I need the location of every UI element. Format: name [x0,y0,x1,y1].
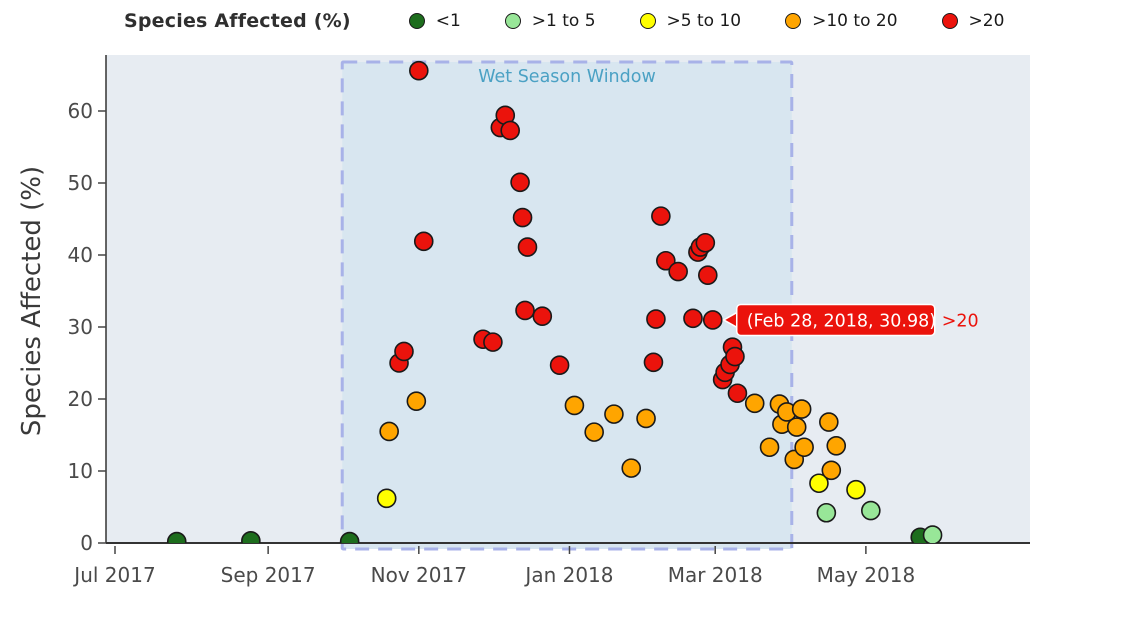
y-tick-label: 60 [68,99,93,123]
scatter-point[interactable] [668,261,688,282]
x-tick-label: May 2018 [817,563,916,587]
scatter-point[interactable] [517,237,538,257]
scatter-point[interactable] [697,265,718,285]
legend-swatch-icon [639,13,656,29]
scatter-point[interactable] [646,309,666,329]
legend-item-label: >20 [968,11,1005,31]
scatter-point[interactable] [744,393,765,414]
tooltip-text: (Feb 28, 2018, 30.98) [747,311,936,331]
y-tick-label: 0 [80,531,93,555]
y-tick-label: 50 [68,171,93,195]
scatter-point[interactable] [512,207,533,228]
legend-swatch-icon [504,13,521,29]
scatter-point[interactable] [515,300,535,321]
y-axis-title: Species Affected (%) [17,165,47,437]
scatter-point[interactable] [651,206,671,226]
scatter-point[interactable] [241,531,261,550]
scatter-point[interactable] [725,346,745,367]
scatter-point[interactable] [922,525,943,544]
scatter-point[interactable] [549,355,570,375]
x-tick-label: Mar 2018 [668,563,763,587]
scatter-point[interactable] [821,460,842,481]
y-tick-label: 30 [68,315,93,339]
legend-items: <1 >1 to 5 >5 to 10 >10 to 20 >20 [408,11,1005,31]
scatter-point[interactable] [656,250,676,271]
legend-swatch-icon [785,13,802,29]
scatter-point[interactable] [413,231,434,252]
scatter-point[interactable] [809,473,829,494]
scatter-point[interactable] [819,412,839,432]
scatter-point[interactable] [702,310,723,330]
scatter-point[interactable] [794,437,814,458]
legend: Species Affected (%) <1 >1 to 5 >5 to 10 >1… [124,6,1004,36]
tooltip-box [735,303,936,337]
scatter-point[interactable] [406,391,427,411]
scatter-point[interactable] [621,458,642,478]
legend-item[interactable]: >10 to 20 [785,11,898,31]
tooltip: (Feb 28, 2018, 30.98) >20 [722,303,979,337]
legend-item[interactable]: <1 [408,11,461,31]
scatter-point[interactable] [379,421,399,442]
tooltip-category-label: >20 [942,311,979,331]
scatter-point[interactable] [727,383,748,404]
x-tick-label: Nov 2017 [371,563,467,587]
legend-item-label: >10 to 20 [812,11,898,31]
scatter-point[interactable] [861,500,881,521]
y-tick-label: 40 [68,243,93,267]
scatter-point[interactable] [695,232,716,253]
legend-item-label: <1 [435,11,461,31]
scatter-point[interactable] [564,395,585,416]
points-layer [166,60,943,551]
legend-title: Species Affected (%) [124,10,351,32]
y-tick-label: 10 [68,459,93,483]
scatter-point[interactable] [483,332,503,352]
scatter-point[interactable] [786,417,807,437]
scatter-point[interactable] [500,120,521,141]
legend-item[interactable]: >5 to 10 [639,11,742,31]
legend-swatch-icon [408,13,425,29]
scatter-point[interactable] [759,437,780,458]
scatter-point[interactable] [604,404,624,424]
wet-season-window [340,60,794,551]
scatter-point[interactable] [846,479,866,500]
scatter-point[interactable] [394,341,414,362]
scatter-point[interactable] [636,408,656,429]
legend-item-label: >5 to 10 [666,11,742,31]
scatter-point[interactable] [584,422,604,442]
x-tick-label: Sep 2017 [221,563,316,587]
legend-item-label: >1 to 5 [531,11,596,31]
scatter-point[interactable] [791,399,812,419]
scatter-point[interactable] [643,352,664,373]
scatter-point[interactable] [510,172,530,193]
scatter-point[interactable] [816,502,837,523]
wet-season-window-label: Wet Season Window [478,67,656,87]
legend-item[interactable]: >1 to 5 [504,11,596,31]
scatter-point[interactable] [339,531,360,551]
scatter-point[interactable] [376,488,397,509]
x-tick-label: Jan 2018 [523,563,613,587]
scatter-point[interactable] [826,435,847,456]
scatter-point[interactable] [532,306,553,327]
legend-swatch-icon [941,13,958,29]
x-tick-label: Jul 2017 [72,563,155,587]
scatter-point[interactable] [166,531,187,551]
scatter-point[interactable] [683,308,703,329]
y-tick-label: 20 [68,387,93,411]
scatter-point[interactable] [409,60,429,81]
legend-item[interactable]: >20 [941,11,1005,31]
